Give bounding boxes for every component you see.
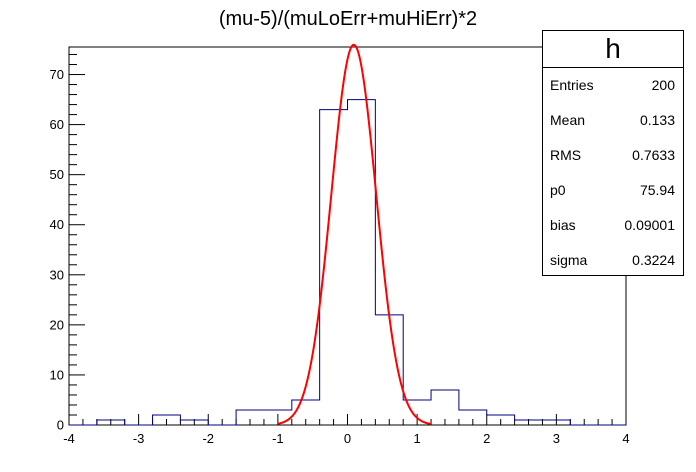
stats-value: 0.3224 [632, 251, 675, 268]
stats-value: 75.94 [639, 182, 675, 199]
stats-label: p0 [550, 182, 566, 199]
stats-value: 0.7633 [632, 147, 675, 164]
x-tick-label: 0 [344, 431, 351, 446]
y-tick-label: 50 [50, 167, 64, 182]
stats-row-bias: bias 0.09001 [543, 208, 683, 243]
x-tick-label: -4 [63, 431, 75, 446]
y-tick-label: 40 [50, 217, 64, 232]
x-tick-label: -3 [133, 431, 145, 446]
y-tick-label: 70 [50, 67, 64, 82]
stats-row-mean: Mean 0.133 [543, 103, 683, 138]
histogram-outline [69, 99, 626, 426]
gaussian-fit-curve [277, 43, 432, 425]
y-tick-label: 30 [50, 267, 64, 282]
x-tick-label: 4 [622, 431, 629, 446]
stats-label: bias [550, 217, 576, 233]
x-tick-label: 1 [414, 431, 421, 446]
stats-histogram-name: h [543, 31, 683, 68]
stats-row-rms: RMS 0.7633 [543, 138, 683, 173]
stats-value: 0.09001 [624, 217, 675, 233]
stats-row-entries: Entries 200 [543, 68, 683, 103]
stats-row-sigma: sigma 0.3224 [543, 242, 683, 277]
x-tick-label: 3 [553, 431, 560, 446]
x-tick-label: 2 [483, 431, 490, 446]
y-tick-label: 10 [50, 367, 64, 382]
stats-rows: Entries 200 Mean 0.133 RMS 0.7633 p0 75.94 bias 0… [543, 68, 683, 277]
histogram-bin [375, 315, 403, 425]
histogram-bins [97, 100, 570, 425]
stats-label: sigma [550, 251, 588, 268]
x-tick-label: -2 [202, 431, 214, 446]
stats-row-p0: p0 75.94 [543, 173, 683, 208]
chart-title: (mu-5)/(muLoErr+muHiErr)*2 [219, 8, 477, 30]
stats-value: 0.133 [639, 112, 675, 129]
stats-label: Entries [550, 77, 594, 94]
x-tick-label: -1 [272, 431, 284, 446]
stats-label: Mean [550, 112, 586, 129]
stats-label: RMS [550, 147, 582, 164]
y-tick-label: 60 [50, 117, 64, 132]
stats-box: h Entries 200 Mean 0.133 RMS 0.7633 p0 75.94 bia… [542, 30, 684, 276]
y-tick-label: 20 [50, 317, 64, 332]
y-tick-label: 0 [57, 418, 64, 433]
stats-value: 200 [651, 77, 675, 94]
